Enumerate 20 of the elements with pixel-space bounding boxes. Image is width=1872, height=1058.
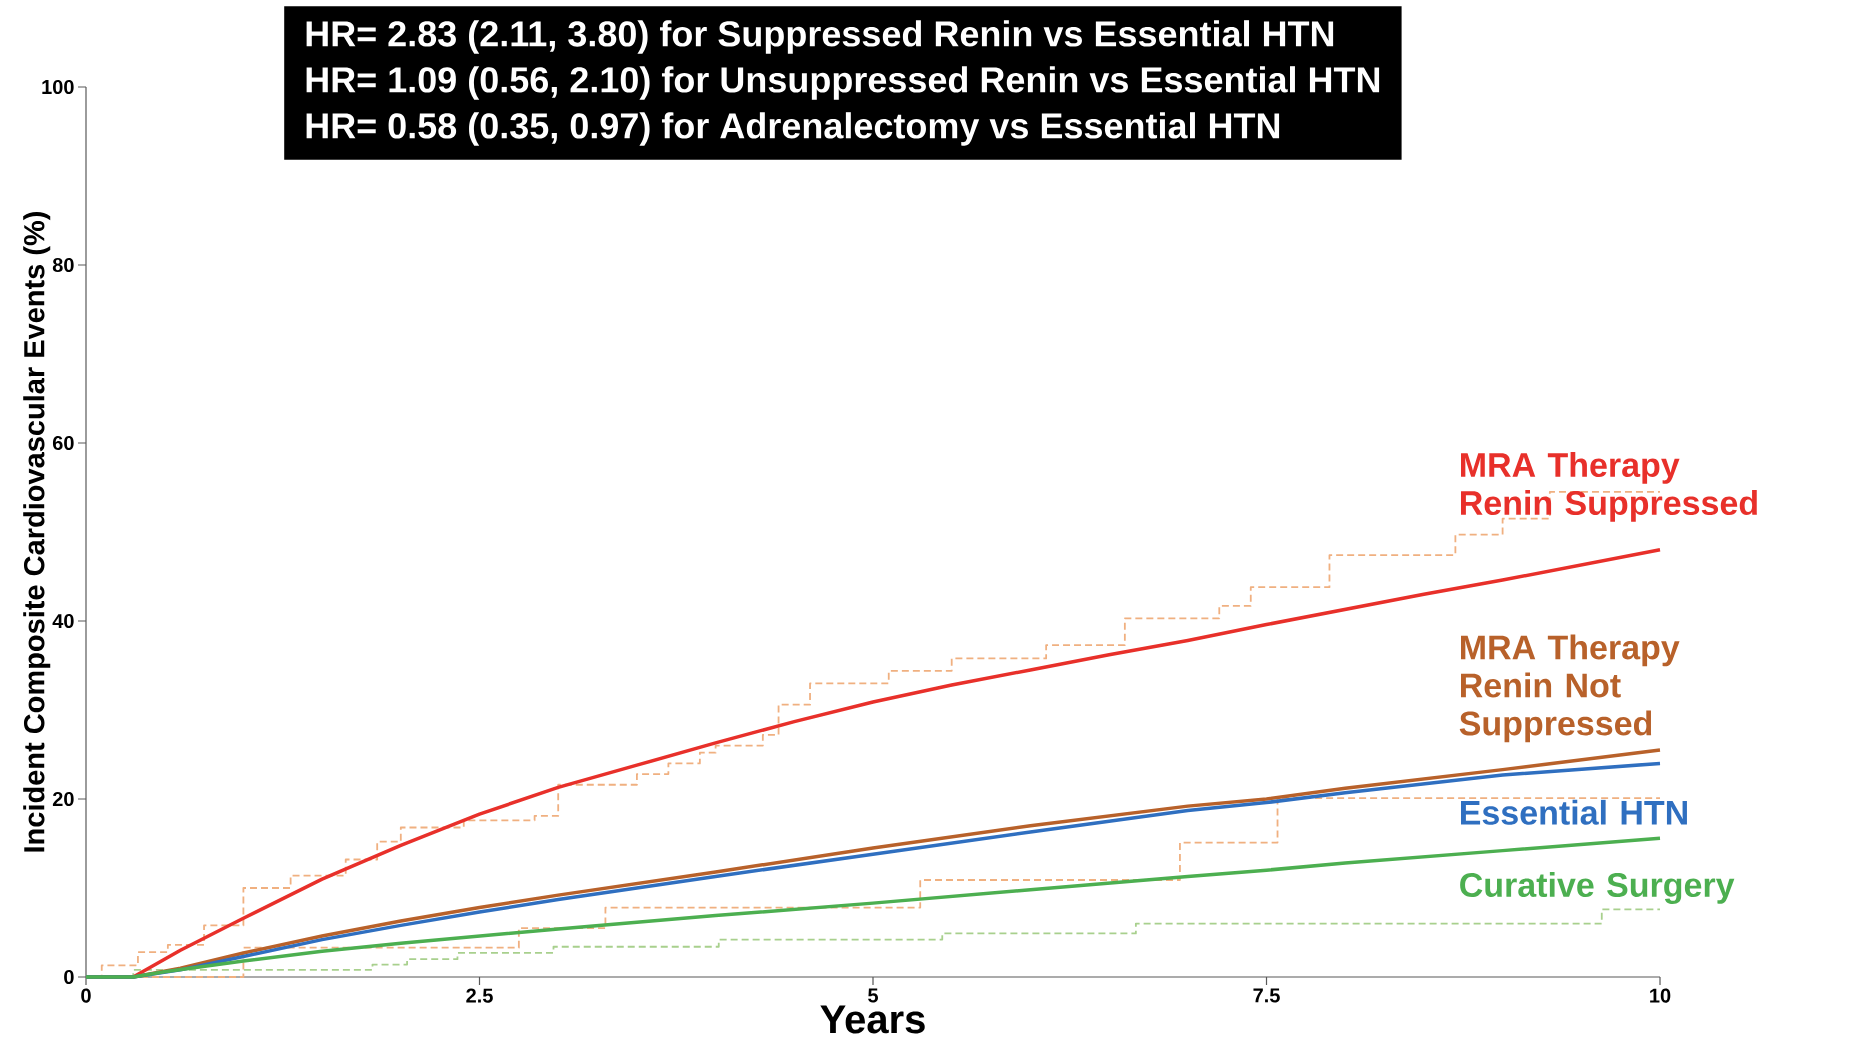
x-tick-label: 2.5 xyxy=(466,988,493,1003)
y-tick-label: 0 xyxy=(64,969,74,985)
series-label: Essential HTN xyxy=(1461,799,1687,825)
x-tick-label: 7.5 xyxy=(1253,988,1280,1003)
series-label: MRA Therapy Renin Suppressed xyxy=(1461,452,1757,522)
annotation: HR= 1.09 (0.56, 2.10) for Unsuppressed Renin vs Essential HTN xyxy=(306,66,1380,100)
y-tick-label: 100 xyxy=(42,79,74,95)
x-tick-label: 5 xyxy=(868,988,879,1003)
y-tick-label: 60 xyxy=(52,435,74,451)
text: HR= 2.83 (2.11, 3.80) for Suppressed Renin vs Essential HTN xyxy=(306,20,1334,54)
y-axis-title: Incident Composite Cardiovascular Events (%) xyxy=(23,211,51,852)
x-tick-label: 0 xyxy=(81,988,91,1003)
x-axis-title: Years xyxy=(820,1005,925,1034)
annotation: HR= 0.58 (0.35, 0.97) for Adrenalectomy vs Essential HTN xyxy=(306,112,1280,146)
y-tick-label: 40 xyxy=(52,613,74,629)
series-label: MRA Therapy Renin Not Suppressed xyxy=(1459,634,1680,743)
y-tick-label: 20 xyxy=(52,791,74,807)
x-tick-label: 10 xyxy=(1650,988,1671,1003)
y-tick-label: 80 xyxy=(52,257,74,273)
series-label: Curative Surgery xyxy=(1460,872,1735,904)
